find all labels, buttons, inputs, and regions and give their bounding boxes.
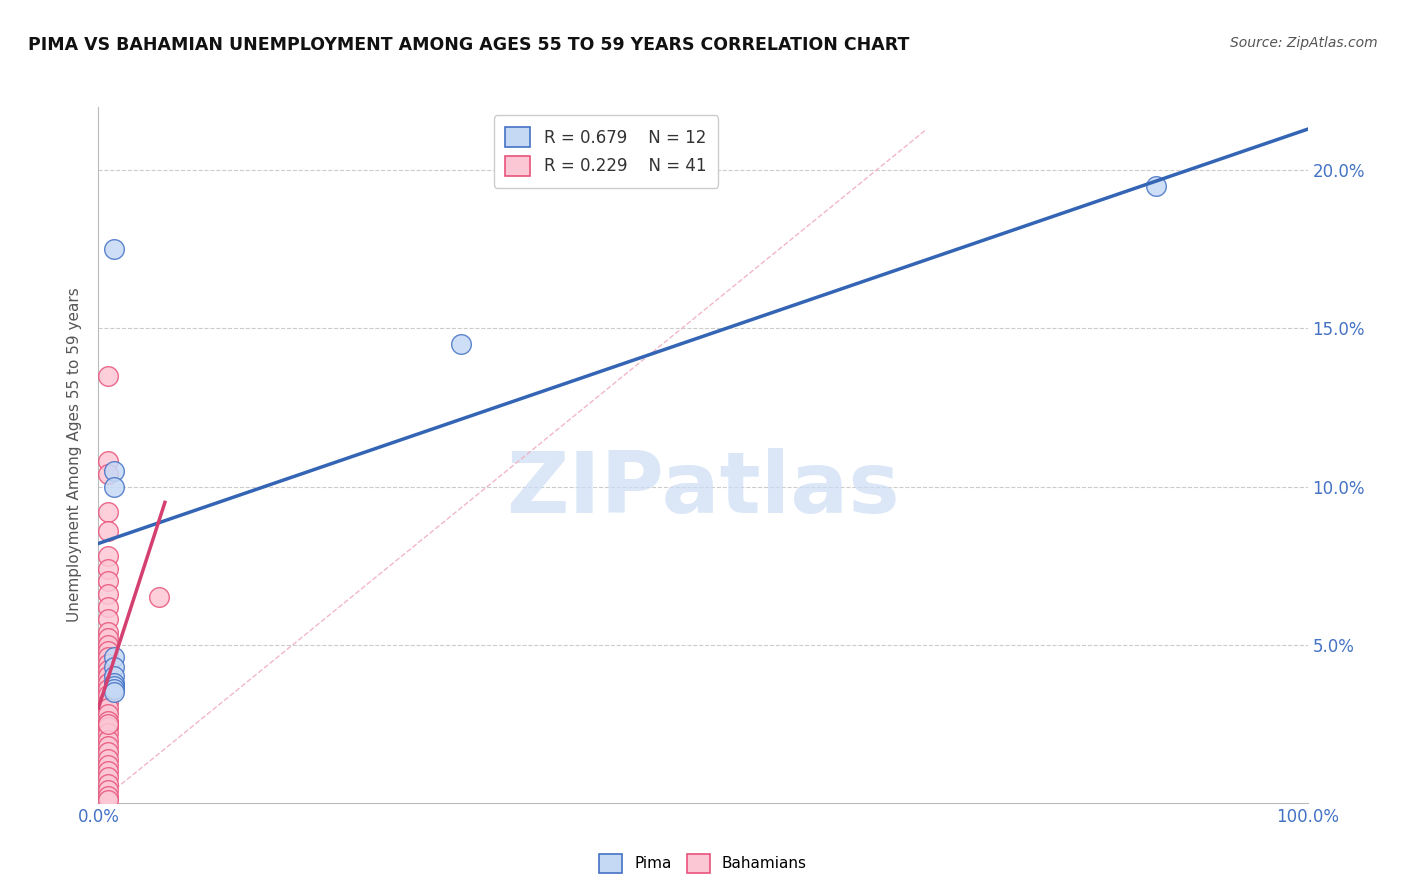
Point (97, 726, 120, 740)
Point (97, 562, 120, 576)
Point (97, 792, 120, 806)
Point (97, 625, 120, 640)
Point (103, 464, 125, 478)
Point (103, 660, 125, 674)
Point (103, 675, 125, 690)
Text: PIMA VS BAHAMIAN UNEMPLOYMENT AMONG AGES 55 TO 59 YEARS CORRELATION CHART: PIMA VS BAHAMIAN UNEMPLOYMENT AMONG AGES… (28, 36, 910, 54)
Point (97, 638, 120, 652)
Point (97, 368, 120, 383)
Point (1146, 179, 1168, 194)
Point (148, 591, 170, 605)
Point (97, 632, 120, 646)
Point (97, 599, 120, 614)
Point (103, 243, 125, 257)
Legend: Pima, Bahamians: Pima, Bahamians (593, 847, 813, 879)
Point (97, 695, 120, 709)
Point (97, 669, 120, 683)
Point (97, 663, 120, 677)
Point (97, 701, 120, 715)
Point (103, 479, 125, 493)
Point (97, 612, 120, 626)
Point (97, 716, 120, 731)
Point (97, 675, 120, 690)
Y-axis label: Unemployment Among Ages 55 to 59 years: Unemployment Among Ages 55 to 59 years (67, 287, 83, 623)
Point (97, 707, 120, 722)
Point (97, 751, 120, 765)
Point (97, 739, 120, 753)
Point (97, 657, 120, 671)
Point (97, 732, 120, 747)
Point (450, 337, 472, 351)
Point (97, 650, 120, 665)
Point (97, 467, 120, 481)
Point (97, 720, 120, 734)
Point (97, 587, 120, 601)
Point (97, 454, 120, 468)
Point (97, 574, 120, 589)
Point (97, 644, 120, 658)
Point (97, 714, 120, 728)
Point (103, 669, 125, 683)
Text: ZIPatlas: ZIPatlas (506, 448, 900, 532)
Point (97, 549, 120, 563)
Point (103, 681, 125, 696)
Point (103, 685, 125, 699)
Point (97, 745, 120, 759)
Point (97, 688, 120, 702)
Point (97, 783, 120, 797)
Point (97, 681, 120, 696)
Point (97, 771, 120, 785)
Point (97, 777, 120, 791)
Point (103, 679, 125, 693)
Text: Source: ZipAtlas.com: Source: ZipAtlas.com (1230, 36, 1378, 50)
Point (97, 789, 120, 804)
Point (97, 757, 120, 772)
Point (97, 524, 120, 538)
Point (97, 505, 120, 519)
Point (97, 764, 120, 779)
Point (103, 650, 125, 665)
